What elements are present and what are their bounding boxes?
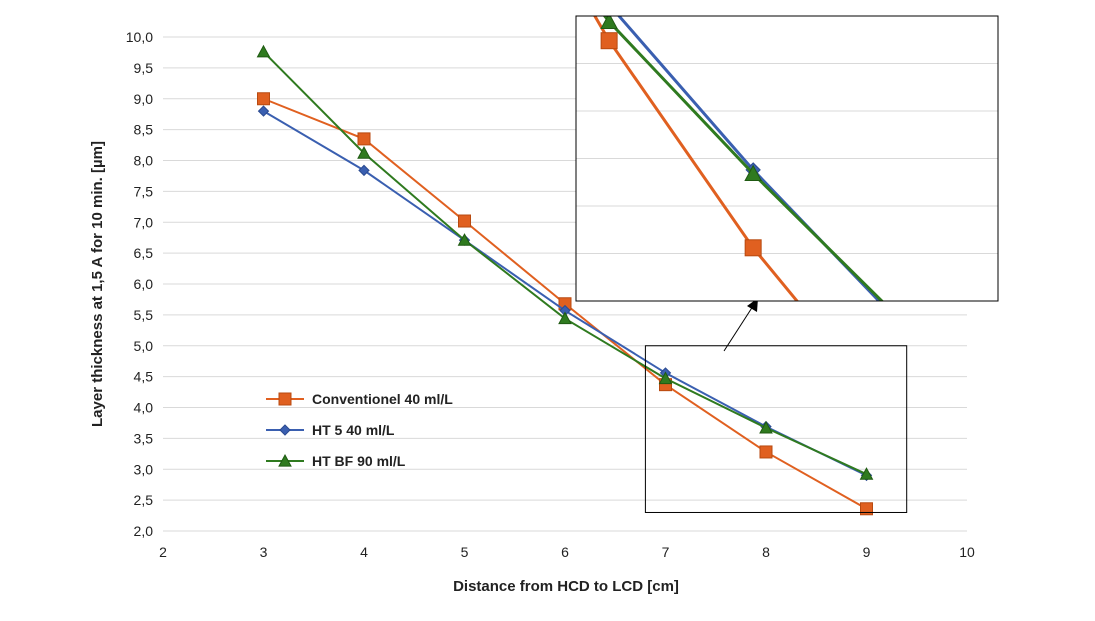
data-point <box>744 164 762 181</box>
x-tick-label: 8 <box>762 544 770 560</box>
x-tick-label: 6 <box>561 544 569 560</box>
data-point <box>759 420 773 434</box>
data-point <box>457 233 472 246</box>
y-tick-label: 7,0 <box>134 214 154 230</box>
y-tick-label: 2,5 <box>134 492 154 508</box>
x-axis-title: Distance from HCD to LCD [cm] <box>453 578 679 595</box>
legend-item: HT BF 90 ml/L <box>266 453 406 469</box>
data-point <box>860 502 873 516</box>
data-point <box>558 311 572 325</box>
x-tick-label: 2 <box>159 544 167 560</box>
y-tick-label: 4,0 <box>134 400 154 416</box>
y-tick-label: 6,5 <box>134 245 154 261</box>
data-point <box>759 445 773 459</box>
inset-series-square <box>593 16 905 431</box>
data-point <box>658 371 673 385</box>
data-point <box>357 132 371 146</box>
connector-line <box>723 302 756 352</box>
x-tick-label: 5 <box>461 544 469 560</box>
data-point <box>358 164 370 177</box>
inset-series-triangle <box>600 16 905 323</box>
y-tick-label: 4,5 <box>134 369 154 385</box>
data-point <box>357 146 371 159</box>
y-tick-label: 10,0 <box>126 29 153 45</box>
series-layer <box>256 44 874 516</box>
legend-label: HT 5 40 ml/L <box>312 422 395 438</box>
data-point <box>257 105 270 117</box>
x-tick-label: 9 <box>863 544 871 560</box>
data-point <box>889 415 905 431</box>
legend-marker-icon <box>278 392 292 406</box>
x-tick-label: 10 <box>959 544 975 560</box>
y-tick-label: 9,0 <box>134 91 154 107</box>
data-point <box>256 44 271 58</box>
data-point <box>600 16 618 29</box>
inset-zoom <box>575 0 999 431</box>
y-axis-ticks: 2,0 2,5 3,0 3,5 4,0 4,5 5,0 5,5 6,0 6,5 7,0 7,5 8,0 8… <box>126 29 153 539</box>
x-tick-label: 3 <box>260 544 268 560</box>
legend-marker-icon <box>278 453 292 467</box>
legend-label: Conventionel 40 ml/L <box>312 391 453 407</box>
data-point <box>889 308 905 323</box>
y-tick-label: 6,0 <box>134 276 154 292</box>
y-tick-label: 5,5 <box>134 307 154 323</box>
legend-item: HT 5 40 ml/L <box>266 422 395 438</box>
legend-label: HT BF 90 ml/L <box>312 453 406 469</box>
legend-item: Conventionel 40 ml/L <box>266 391 453 407</box>
inset-border <box>575 15 999 302</box>
y-tick-label: 9,5 <box>134 60 154 76</box>
inset-plot <box>576 0 998 431</box>
legend: Conventionel 40 ml/L HT 5 40 ml/L HT BF 90… <box>266 391 453 469</box>
data-point <box>602 0 616 12</box>
y-axis-title: Layer thickness at 1,5 A for 10 min. [µm… <box>89 141 106 427</box>
data-point <box>600 32 618 50</box>
y-tick-label: 8,0 <box>134 153 154 169</box>
data-point <box>458 214 471 228</box>
zoom-rectangle <box>644 345 908 513</box>
series-triangle <box>256 44 874 480</box>
x-tick-label: 4 <box>360 544 368 560</box>
legend-marker-icon <box>279 424 291 436</box>
y-tick-label: 8,5 <box>134 122 154 138</box>
x-tick-label: 7 <box>662 544 670 560</box>
y-tick-label: 3,0 <box>134 461 154 477</box>
y-tick-label: 2,0 <box>134 523 154 539</box>
data-point <box>257 92 270 106</box>
zoom-region <box>644 298 908 513</box>
x-axis-ticks: 2 3 4 5 6 7 8 9 10 <box>159 544 975 560</box>
y-tick-label: 5,0 <box>134 338 154 354</box>
data-point <box>859 467 874 480</box>
y-tick-label: 3,5 <box>134 430 154 446</box>
data-point <box>744 239 762 257</box>
y-tick-label: 7,5 <box>134 183 154 199</box>
